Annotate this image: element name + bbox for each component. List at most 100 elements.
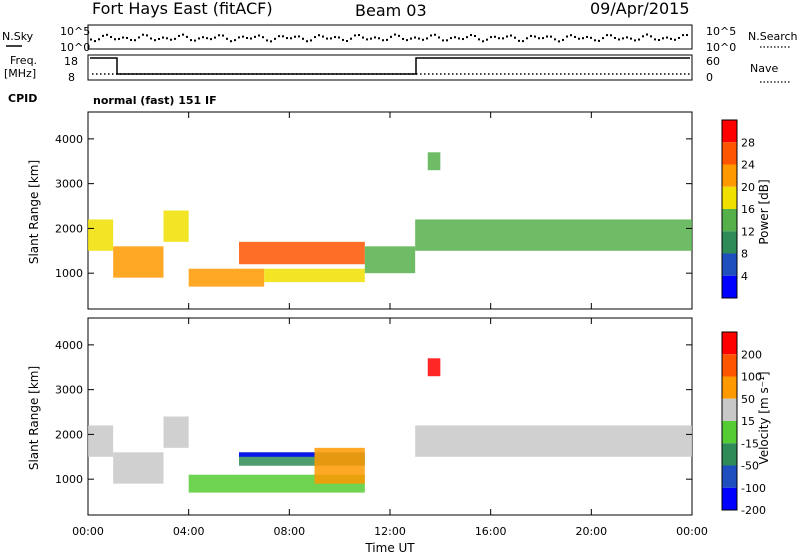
power-colorbar-tick: 16 — [741, 203, 755, 216]
nave-tick-top: 60 — [706, 55, 720, 68]
noise-point — [490, 36, 492, 39]
noise-point — [258, 34, 260, 37]
noise-point — [570, 34, 572, 37]
power-colorbar: 4 8 12 16 20 24 28 — [721, 119, 755, 299]
noise-point — [222, 34, 224, 37]
freq-tick-top: 18 — [64, 55, 78, 68]
power-colorbar-swatch — [722, 231, 737, 254]
noise-point — [370, 37, 372, 40]
noise-point — [414, 36, 416, 39]
nsky-label: N.Sky — [2, 30, 34, 43]
noise-point — [398, 34, 400, 37]
noise-point — [422, 38, 424, 41]
noise-point — [474, 34, 476, 37]
power-y-axis: 1000 2000 3000 4000 — [55, 133, 692, 280]
noise-point — [446, 39, 448, 42]
noise-point — [602, 37, 604, 40]
power-colorbar-tick: 4 — [741, 270, 748, 283]
noise-point — [374, 36, 376, 39]
velocity-colorbar-swatch — [722, 354, 737, 377]
noise-point — [270, 40, 272, 43]
power-colorbar-swatch — [722, 164, 737, 187]
noise-point — [150, 37, 152, 40]
noise-point — [494, 35, 496, 38]
noise-point — [458, 37, 460, 40]
power-colorbar-swatch — [722, 186, 737, 209]
noise-point — [282, 35, 284, 38]
station-title: Fort Hays East (fitACF) — [92, 0, 273, 18]
noise-point — [582, 37, 584, 40]
noise-point — [590, 36, 592, 39]
noise-point — [118, 37, 120, 40]
noise-point — [594, 39, 596, 42]
noise-point — [638, 38, 640, 41]
velocity-colorbar-tick: 50 — [741, 393, 755, 406]
power-echo-region-8 — [427, 152, 441, 171]
power-echo-region-5 — [264, 268, 365, 283]
noise-point — [542, 37, 544, 40]
noise-point — [530, 34, 532, 37]
power-echo-region-0 — [88, 219, 114, 251]
velocity-ytick-label: 1000 — [55, 473, 83, 486]
noise-point — [98, 38, 100, 41]
power-colorbar-frame — [721, 119, 738, 299]
noise-point — [502, 37, 504, 40]
noise-point — [358, 34, 360, 37]
frequency-trace — [90, 57, 690, 75]
xtick-label: 12:00 — [374, 525, 406, 538]
noise-point — [198, 37, 200, 40]
time-axis-label: Time UT — [364, 541, 415, 554]
noise-point — [186, 35, 188, 38]
noise-point — [266, 39, 268, 42]
velocity-echo-region-2 — [163, 416, 189, 448]
noise-point — [262, 36, 264, 39]
noise-point — [238, 36, 240, 39]
noise-point — [390, 35, 392, 38]
xtick-label: 00:00 — [676, 525, 708, 538]
velocity-panel: 1000 2000 3000 4000 Slant Range [km] — [27, 317, 693, 516]
velocity-heatmap — [88, 358, 692, 493]
noise-point — [90, 38, 92, 41]
velocity-colorbar-swatch — [722, 376, 737, 399]
power-echo-region-6 — [364, 246, 416, 274]
noise-point — [158, 37, 160, 40]
nave-label: Nave — [750, 62, 778, 75]
power-colorbar-swatch — [722, 120, 737, 143]
velocity-echo-region-8 — [427, 358, 441, 377]
noise-point — [278, 35, 280, 38]
noise-point — [514, 36, 516, 39]
noise-point — [154, 39, 156, 42]
power-colorbar-swatch — [722, 142, 737, 165]
velocity-colorbar-tick: -50 — [741, 460, 759, 473]
xtick-label: 16:00 — [475, 525, 507, 538]
power-colorbar-tick: 8 — [741, 248, 748, 261]
noise-point — [362, 36, 364, 39]
noise-point — [318, 34, 320, 37]
noise-point — [578, 37, 580, 40]
xtick-label: 00:00 — [72, 525, 104, 538]
velocity-ytick-label: 3000 — [55, 384, 83, 397]
cpid-label: CPID — [8, 92, 37, 105]
velocity-colorbar-label: Velocity [m s⁻¹] — [757, 371, 771, 464]
noise-point — [598, 39, 600, 42]
noise-point — [522, 40, 524, 43]
power-colorbar-swatch — [722, 275, 737, 298]
noise-point — [406, 39, 408, 42]
noise-point — [678, 36, 680, 39]
noise-point — [178, 34, 180, 37]
noise-point — [230, 40, 232, 43]
noise-point — [170, 38, 172, 41]
noise-point — [202, 36, 204, 39]
power-colorbar-tick: 24 — [741, 159, 755, 172]
noise-point — [254, 35, 256, 38]
noise-point — [138, 36, 140, 39]
power-echo-region-1 — [113, 246, 164, 278]
power-colorbar-tick: 28 — [741, 136, 755, 149]
noise-point — [234, 39, 236, 42]
noise-point — [122, 36, 124, 39]
noise-point — [614, 36, 616, 39]
xtick-label: 08:00 — [273, 525, 305, 538]
velocity-colorbar-tick: 15 — [741, 415, 755, 428]
noise-point — [546, 35, 548, 38]
freq-tick-bottom: 8 — [68, 71, 75, 84]
